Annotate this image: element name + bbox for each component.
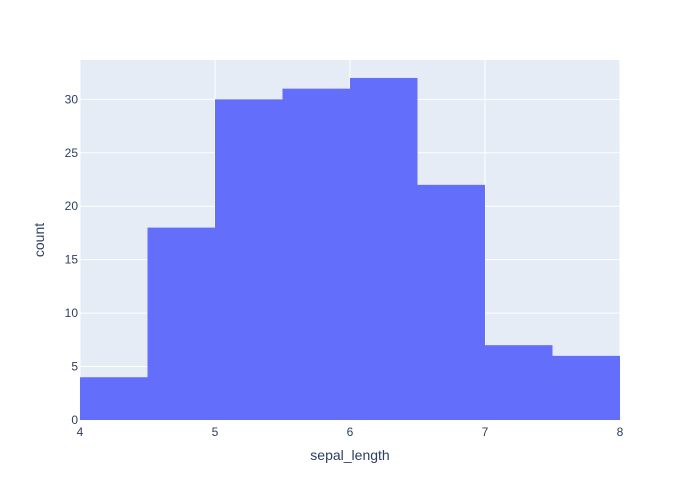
histogram-bar bbox=[350, 77, 418, 420]
histogram-bar bbox=[282, 88, 350, 420]
histogram-bar bbox=[552, 355, 620, 420]
x-tick-label: 7 bbox=[482, 425, 489, 439]
y-axis-ticks: 0 5 10 15 20 25 30 bbox=[65, 92, 79, 427]
x-tick-label: 4 bbox=[77, 425, 84, 439]
y-tick-label: 20 bbox=[65, 199, 79, 213]
histogram-bar bbox=[485, 345, 553, 420]
bars bbox=[80, 77, 620, 421]
x-tick-label: 6 bbox=[347, 425, 354, 439]
x-tick-label: 5 bbox=[212, 425, 219, 439]
x-axis-title: sepal_length bbox=[310, 447, 389, 463]
y-tick-label: 10 bbox=[65, 306, 79, 320]
y-tick-label: 5 bbox=[71, 360, 78, 374]
histogram-bar bbox=[417, 184, 485, 420]
histogram-bar bbox=[215, 99, 283, 421]
y-axis-title: count bbox=[31, 223, 47, 257]
x-tick-label: 8 bbox=[617, 425, 624, 439]
histogram-bar bbox=[147, 227, 215, 420]
y-tick-label: 15 bbox=[65, 253, 79, 267]
x-axis-ticks: 4 5 6 7 8 bbox=[77, 425, 624, 439]
y-tick-label: 0 bbox=[71, 413, 78, 427]
y-tick-label: 25 bbox=[65, 146, 79, 160]
y-tick-label: 30 bbox=[65, 92, 79, 106]
histogram-bar bbox=[80, 377, 148, 420]
